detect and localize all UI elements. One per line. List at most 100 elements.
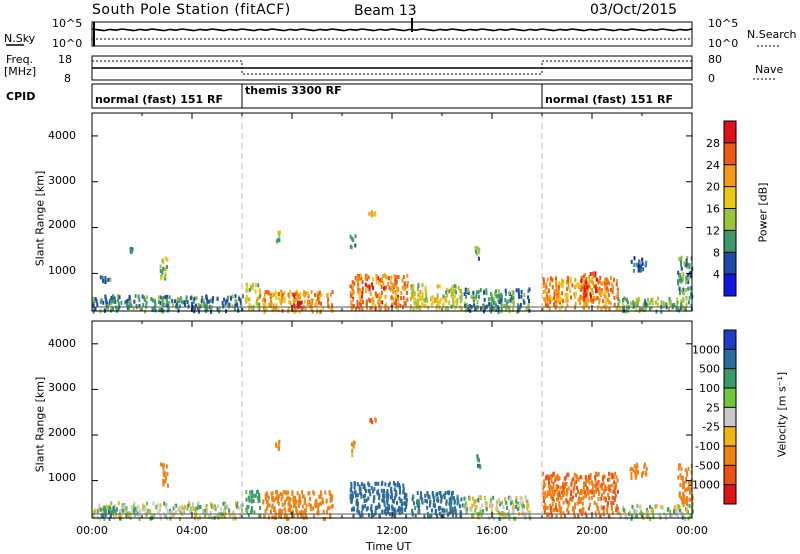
power-data-cell bbox=[685, 258, 688, 263]
velocity-data-cell bbox=[456, 494, 459, 499]
velocity-data-cell bbox=[149, 516, 152, 521]
velocity-data-cell bbox=[201, 510, 204, 514]
power-data-cell bbox=[475, 294, 478, 299]
power-data-cell bbox=[451, 291, 454, 296]
velocity-data-cell bbox=[274, 509, 277, 514]
power-data-cell bbox=[599, 275, 602, 280]
velocity-data-cell bbox=[678, 491, 681, 496]
velocity-data-cell bbox=[251, 489, 253, 494]
power-data-cell bbox=[395, 294, 397, 299]
power-data-cell bbox=[234, 294, 237, 299]
power-data-cell bbox=[596, 296, 599, 301]
power-data-cell bbox=[366, 284, 369, 289]
velocity-data-cell bbox=[597, 482, 599, 487]
power-data-cell bbox=[592, 291, 594, 296]
power-data-cell bbox=[546, 300, 549, 305]
power-data-cell bbox=[487, 297, 490, 302]
power-data-cell bbox=[489, 307, 492, 311]
power-data-cell bbox=[542, 278, 545, 283]
velocity-data-cell bbox=[149, 509, 152, 514]
velocity-data-cell bbox=[138, 515, 141, 520]
velocity-data-cell bbox=[566, 507, 569, 512]
velocity-data-cell bbox=[217, 512, 220, 517]
power-data-cell bbox=[689, 270, 692, 275]
velocity-data-cell bbox=[298, 496, 301, 501]
power-data-cell bbox=[589, 285, 591, 290]
velocity-data-cell bbox=[641, 473, 643, 478]
velocity-data-cell bbox=[350, 484, 353, 489]
power-data-cell bbox=[329, 307, 332, 312]
power-data-cell bbox=[388, 276, 390, 280]
power-data-cell bbox=[604, 292, 607, 296]
power-data-cell bbox=[374, 211, 377, 216]
power-data-cell bbox=[567, 282, 570, 287]
power-data-cell bbox=[248, 297, 251, 302]
power-data-cell bbox=[528, 299, 530, 303]
power-data-cell bbox=[517, 291, 520, 296]
power-data-cell bbox=[403, 287, 406, 291]
power-data-cell bbox=[311, 309, 314, 314]
power-data-cell bbox=[320, 301, 322, 306]
power-data-cell bbox=[591, 287, 593, 292]
velocity-data-cell bbox=[610, 483, 613, 488]
power-data-cell bbox=[445, 306, 448, 310]
power-data-cell bbox=[566, 303, 569, 308]
power-data-cell bbox=[391, 283, 394, 288]
velocity-colorbar-swatch bbox=[724, 407, 736, 428]
velocity-data-cell bbox=[652, 509, 654, 514]
velocity-data-cell bbox=[317, 503, 320, 508]
nsearch-label: N.Search bbox=[747, 28, 797, 41]
velocity-data-cell bbox=[423, 514, 426, 519]
velocity-data-cell bbox=[179, 510, 182, 515]
power-data-cell bbox=[688, 263, 691, 268]
power-data-cell bbox=[464, 304, 467, 308]
power-data-cell bbox=[365, 288, 368, 293]
velocity-data-cell bbox=[353, 485, 356, 490]
velocity-data-cell bbox=[420, 493, 423, 498]
power-data-cell bbox=[586, 285, 589, 290]
velocity-data-cell bbox=[675, 509, 678, 514]
velocity-data-cell bbox=[361, 513, 364, 518]
power-data-cell bbox=[546, 277, 549, 282]
velocity-data-cell bbox=[384, 482, 387, 487]
power-data-cell bbox=[238, 296, 241, 301]
velocity-data-cell bbox=[350, 442, 353, 447]
velocity-data-cell bbox=[207, 514, 210, 519]
velocity-data-cell bbox=[608, 484, 611, 489]
power-data-cell bbox=[565, 296, 568, 301]
velocity-data-cell bbox=[498, 499, 501, 504]
power-data-cell bbox=[185, 298, 188, 303]
velocity-data-cell bbox=[357, 510, 360, 514]
velocity-data-cell bbox=[687, 480, 690, 485]
power-data-cell bbox=[231, 304, 234, 309]
power-data-cell bbox=[101, 275, 104, 280]
power-data-cell bbox=[195, 303, 197, 308]
velocity-data-cell bbox=[371, 420, 374, 425]
power-data-cell bbox=[553, 289, 556, 294]
velocity-data-cell bbox=[159, 513, 162, 518]
velocity-data-cell bbox=[448, 501, 451, 506]
velocity-data-cell bbox=[122, 508, 125, 513]
power-data-cell bbox=[293, 305, 296, 310]
power-data-cell bbox=[557, 294, 560, 299]
velocity-data-cell bbox=[455, 513, 458, 518]
velocity-data-cell bbox=[685, 470, 688, 475]
power-data-cell bbox=[566, 287, 569, 291]
power-data-cell bbox=[579, 285, 582, 290]
velocity-data-cell bbox=[542, 491, 545, 496]
velocity-data-cell bbox=[490, 504, 493, 509]
velocity-data-cell bbox=[387, 483, 390, 488]
power-data-cell bbox=[291, 292, 294, 296]
velocity-data-cell bbox=[133, 508, 135, 513]
velocity-data-cell bbox=[403, 501, 406, 506]
power-data-cell bbox=[380, 290, 383, 295]
power-data-cell bbox=[305, 291, 307, 296]
velocity-data-cell bbox=[673, 507, 676, 512]
velocity-data-cell bbox=[691, 509, 694, 514]
power-data-cell bbox=[166, 301, 169, 306]
velocity-data-cell bbox=[312, 514, 315, 519]
velocity-data-cell bbox=[676, 504, 679, 509]
velocity-data-cell bbox=[670, 513, 673, 518]
velocity-data-cell bbox=[570, 489, 573, 494]
velocity-data-cell bbox=[192, 507, 195, 511]
